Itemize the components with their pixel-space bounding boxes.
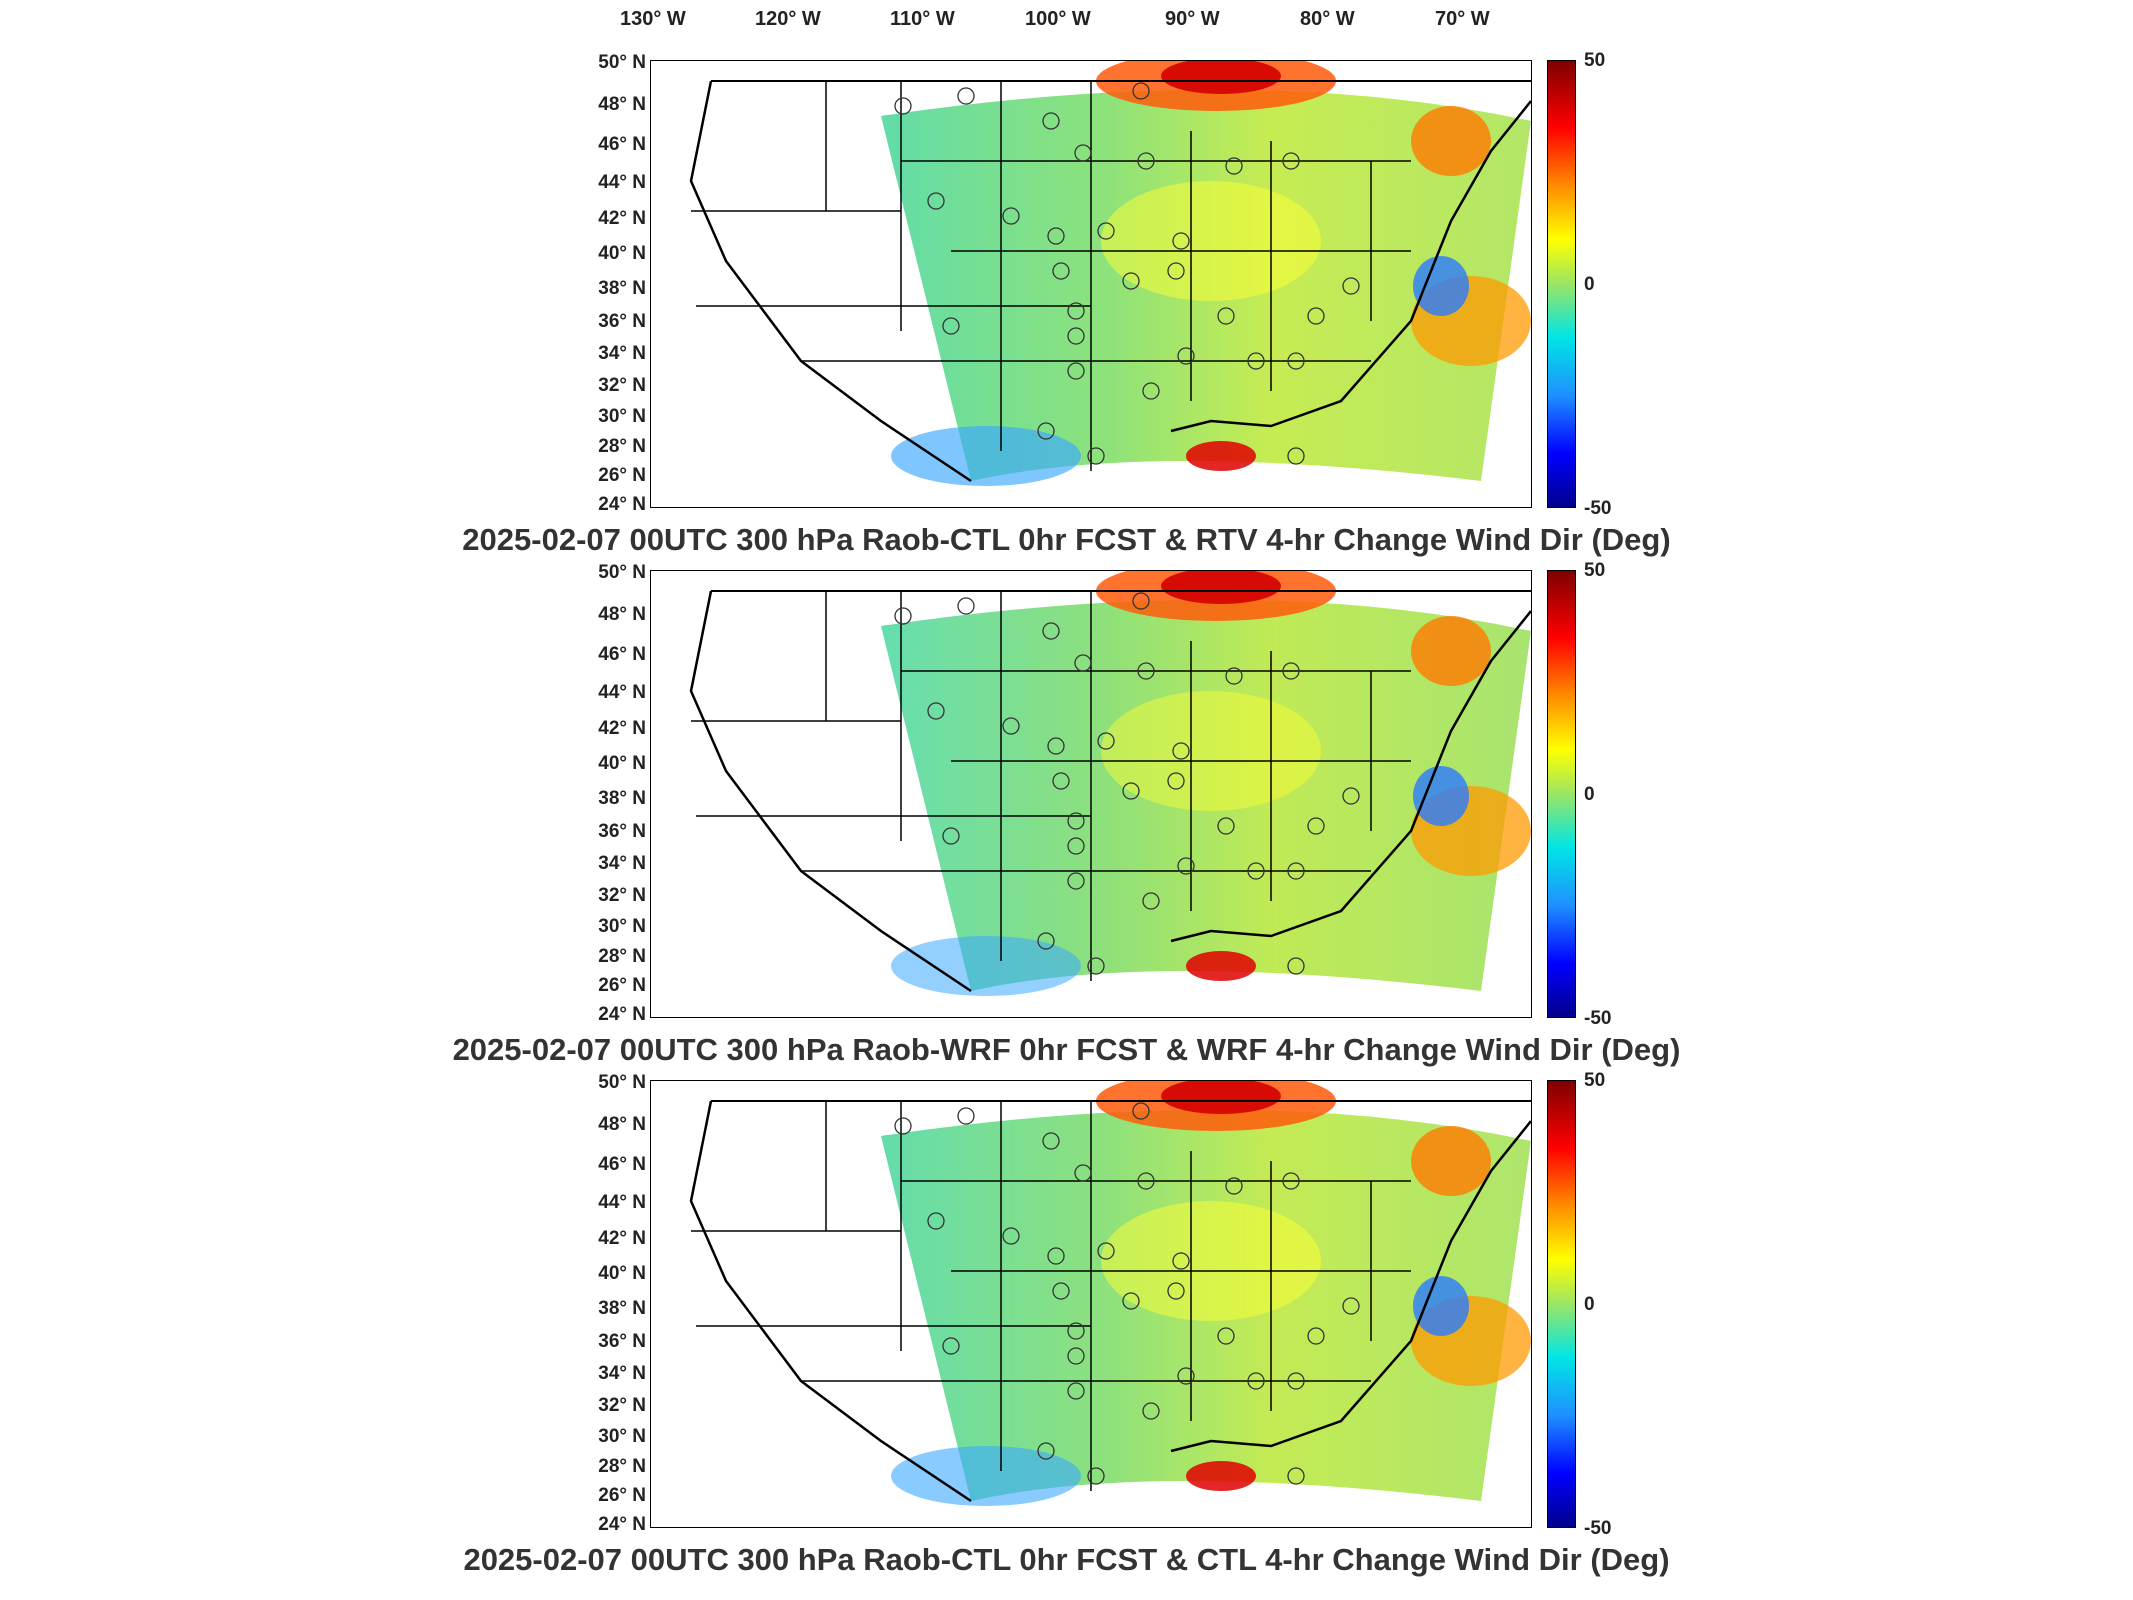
lat-label: 38° N	[598, 788, 646, 809]
lat-label: 46° N	[598, 134, 646, 155]
map-field	[689, 61, 1531, 486]
lat-label: 44° N	[598, 682, 646, 703]
map-area	[650, 570, 1532, 1018]
lat-label: 28° N	[598, 1456, 646, 1477]
lon-label: 100° W	[1025, 8, 1091, 30]
lat-label: 48° N	[598, 1114, 646, 1135]
lat-label: 50° N	[598, 562, 646, 583]
panel-title: 2025-02-07 00UTC 300 hPa Raob-CTL 0hr FC…	[462, 522, 1671, 557]
colorbar	[1547, 1080, 1576, 1528]
lat-label: 30° N	[598, 406, 646, 427]
lat-label: 50° N	[598, 1072, 646, 1093]
lat-label: 24° N	[598, 1004, 646, 1025]
lat-label: 26° N	[598, 465, 646, 486]
colorbar-mid-label: 0	[1584, 784, 1595, 805]
lat-label: 24° N	[598, 1514, 646, 1535]
lat-label: 26° N	[598, 975, 646, 996]
lat-label: 34° N	[598, 1363, 646, 1384]
lon-label: 70° W	[1435, 8, 1490, 30]
lat-label: 40° N	[598, 243, 646, 264]
colorbar-mid-label: 0	[1584, 274, 1595, 295]
lat-label: 38° N	[598, 1298, 646, 1319]
lat-label: 42° N	[598, 718, 646, 739]
panel-title: 2025-02-07 00UTC 300 hPa Raob-CTL 0hr FC…	[463, 1542, 1670, 1577]
lat-label: 48° N	[598, 94, 646, 115]
lat-label: 42° N	[598, 1228, 646, 1249]
colorbar-max-label: 50	[1584, 50, 1606, 71]
lat-label: 32° N	[598, 885, 646, 906]
map-field	[689, 1081, 1531, 1506]
lat-label: 36° N	[598, 821, 646, 842]
colorbar	[1547, 60, 1576, 508]
map-area	[650, 60, 1532, 508]
lat-label: 42° N	[598, 208, 646, 229]
lat-label: 36° N	[598, 311, 646, 332]
lon-label: 80° W	[1300, 8, 1355, 30]
lat-label: 28° N	[598, 946, 646, 967]
lat-label: 34° N	[598, 343, 646, 364]
longitude-axis: 130° W 120° W 110° W 100° W 90° W 80° W …	[0, 0, 2133, 50]
colorbar-max-label: 50	[1584, 560, 1606, 581]
lat-label: 24° N	[598, 494, 646, 515]
lat-label: 46° N	[598, 644, 646, 665]
lon-label: 90° W	[1165, 8, 1220, 30]
colorbar-mid-label: 0	[1584, 1294, 1595, 1315]
map-field	[689, 571, 1531, 996]
lat-label: 48° N	[598, 604, 646, 625]
lat-label: 44° N	[598, 172, 646, 193]
lat-label: 36° N	[598, 1331, 646, 1352]
colorbar	[1547, 570, 1576, 1018]
lat-label: 32° N	[598, 1395, 646, 1416]
lat-label: 44° N	[598, 1192, 646, 1213]
lon-label: 120° W	[755, 8, 821, 30]
colorbar-max-label: 50	[1584, 1070, 1606, 1091]
lat-label: 40° N	[598, 753, 646, 774]
lat-label: 38° N	[598, 278, 646, 299]
lon-label: 130° W	[620, 8, 686, 30]
lon-label: 110° W	[890, 8, 955, 30]
lat-label: 50° N	[598, 52, 646, 73]
lat-label: 40° N	[598, 1263, 646, 1284]
lat-label: 32° N	[598, 375, 646, 396]
colorbar-min-label: -50	[1584, 498, 1612, 519]
panel-title: 2025-02-07 00UTC 300 hPa Raob-WRF 0hr FC…	[452, 1032, 1681, 1067]
colorbar-min-label: -50	[1584, 1008, 1612, 1029]
map-area	[650, 1080, 1532, 1528]
lat-label: 46° N	[598, 1154, 646, 1175]
lat-label: 30° N	[598, 916, 646, 937]
lat-label: 34° N	[598, 853, 646, 874]
colorbar-min-label: -50	[1584, 1518, 1612, 1539]
lat-label: 26° N	[598, 1485, 646, 1506]
lat-label: 28° N	[598, 436, 646, 457]
lat-label: 30° N	[598, 1426, 646, 1447]
